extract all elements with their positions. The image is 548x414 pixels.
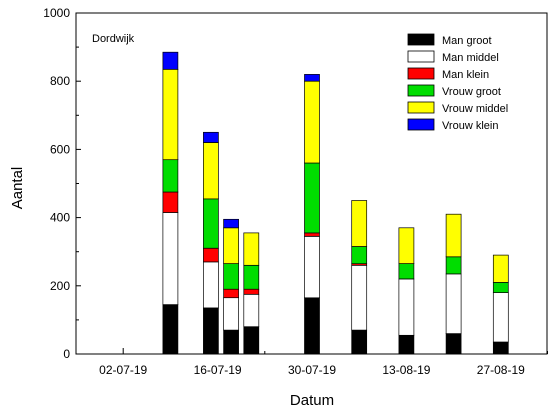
- legend-swatch: [407, 118, 435, 131]
- bar-segment: [203, 131, 219, 143]
- bar-segment: [162, 304, 179, 355]
- legend-label: Vrouw groot: [442, 86, 501, 98]
- bar-segment: [243, 326, 260, 355]
- x-tick-label: 16-07-19: [194, 363, 242, 377]
- y-tick-label: 400: [50, 211, 70, 225]
- bar-segment: [445, 213, 462, 258]
- y-tick-label: 800: [50, 74, 70, 88]
- bar-segment: [203, 142, 219, 200]
- bars-layer: [162, 51, 509, 355]
- legend-swatch: [407, 67, 435, 80]
- bar-segment: [351, 200, 368, 247]
- legend-swatch: [407, 33, 435, 46]
- legend-label: Man groot: [442, 35, 492, 47]
- legend-swatch: [407, 84, 435, 97]
- bar-segment: [243, 293, 260, 328]
- x-tick-label: 02-07-19: [99, 363, 147, 377]
- bar-segment: [203, 198, 219, 249]
- legend-swatch: [407, 101, 435, 114]
- bar-segment: [203, 261, 219, 309]
- bar-segment: [351, 264, 368, 331]
- bar-segment: [223, 329, 239, 355]
- bar-segment: [492, 282, 509, 293]
- legend-swatch: [407, 50, 435, 63]
- bar-segment: [162, 212, 179, 305]
- bar-segment: [445, 333, 462, 355]
- bar-segment: [162, 159, 179, 193]
- bar-segment: [223, 297, 239, 331]
- bar-segment: [162, 191, 179, 213]
- legend-label: Vrouw klein: [442, 120, 498, 132]
- legend-label: Man klein: [442, 69, 489, 81]
- bar-segment: [492, 254, 509, 283]
- bar-segment: [223, 227, 239, 264]
- y-tick-label: 200: [50, 279, 70, 293]
- bar-segment: [162, 51, 179, 70]
- chart-annotation: Dordwijk: [92, 33, 135, 45]
- bar-segment: [351, 329, 368, 355]
- bar-segment: [304, 297, 320, 355]
- bar-segment: [304, 162, 320, 234]
- bar-segment: [304, 80, 320, 164]
- bar-segment: [203, 307, 219, 355]
- legend: Man groot Man middel Man klein Vrouw groot V…: [407, 33, 508, 132]
- bar-segment: [243, 232, 260, 266]
- x-tick-label: 30-07-19: [288, 363, 336, 377]
- bar-segment: [492, 292, 509, 343]
- x-axis-title: Datum: [290, 392, 334, 409]
- legend-label: Vrouw middel: [442, 103, 508, 115]
- bar-segment: [243, 288, 260, 295]
- bar-segment: [243, 264, 260, 290]
- legend-label: Man middel: [442, 52, 499, 64]
- y-tick-label: 0: [63, 347, 70, 361]
- bar-segment: [162, 68, 179, 161]
- bar-segment: [304, 236, 320, 299]
- bar-segment: [445, 273, 462, 334]
- y-axis-title: Aantal: [9, 167, 26, 210]
- y-tick-label: 1000: [43, 6, 70, 20]
- bar-segment: [203, 247, 219, 263]
- axes-layer: 0 200 400 600 800 1000 02-07-19 16-07-19 30-07-1…: [43, 6, 548, 377]
- bar-segment: [445, 256, 462, 275]
- bar-segment: [223, 218, 239, 229]
- bar-segment: [304, 74, 320, 82]
- bar-segment: [351, 246, 368, 265]
- bar-segment: [223, 288, 239, 299]
- bar-segment: [398, 227, 415, 264]
- x-tick-label: 13-08-19: [382, 363, 430, 377]
- bar-segment: [304, 232, 320, 237]
- bar-segment: [398, 278, 415, 336]
- y-tick-label: 600: [50, 142, 70, 156]
- bar-segment: [223, 263, 239, 290]
- x-tick-label: 27-08-19: [477, 363, 525, 377]
- bar-segment: [398, 263, 415, 280]
